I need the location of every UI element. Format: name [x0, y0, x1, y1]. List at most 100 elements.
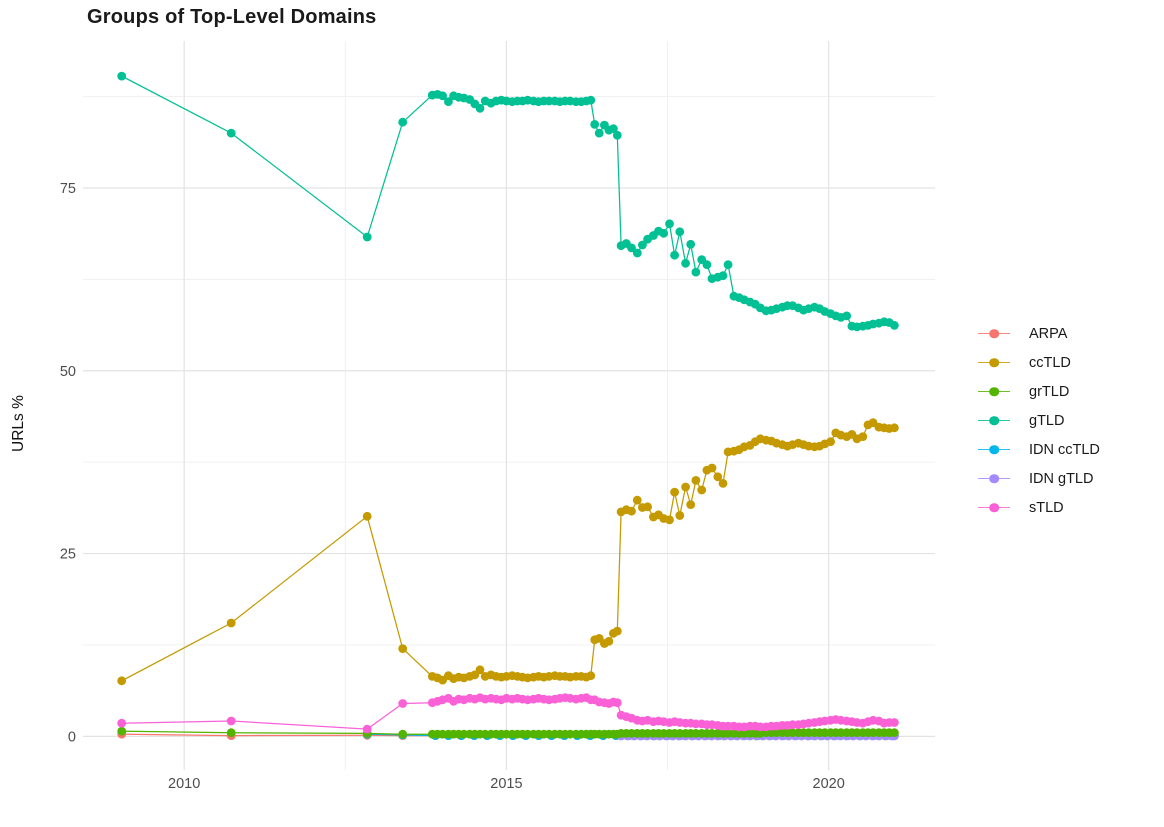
- y-axis-title: URLs %: [10, 395, 27, 452]
- series-gtld-point: [890, 321, 899, 330]
- series-cctld-point: [697, 485, 707, 495]
- series-stld-point: [117, 718, 127, 728]
- series-gtld-point: [590, 120, 600, 129]
- legend-item-idn-cctld: IDN ccTLD: [978, 435, 1100, 464]
- series-cctld-point: [117, 676, 127, 686]
- legend-dot-swatch: [989, 357, 999, 368]
- series-grtld-point: [890, 728, 899, 738]
- legend-dot-swatch: [989, 473, 999, 484]
- series-cctld-point: [362, 511, 372, 521]
- series-gtld-point: [638, 240, 647, 250]
- legend-dot-swatch: [989, 502, 999, 513]
- series-gtld: [117, 71, 899, 332]
- series-cctld-point: [398, 644, 408, 653]
- series-cctld-point: [604, 636, 614, 646]
- series-gtld-point: [675, 227, 685, 237]
- legend-item-cctld: ccTLD: [978, 348, 1100, 377]
- series-stld-point: [612, 698, 622, 708]
- series-stld-point: [362, 724, 372, 734]
- series-gtld-point: [627, 243, 636, 253]
- legend-key-grtld: [978, 385, 1010, 399]
- series-cctld-point: [826, 437, 835, 447]
- gridlines: [83, 41, 935, 770]
- series-cctld-point: [632, 495, 642, 505]
- series-gtld-point: [665, 219, 674, 229]
- legend: ARPA ccTLD grTLD gTLD IDN ccTLD IDN gTLD…: [978, 319, 1100, 522]
- series-cctld-point: [707, 463, 717, 473]
- legend-dot-swatch: [989, 415, 999, 426]
- y-tick-label: 50: [60, 364, 76, 380]
- series-cctld-point: [612, 626, 622, 636]
- series-cctld-point: [586, 671, 596, 681]
- series-cctld-point: [858, 432, 868, 441]
- series-gtld-point: [398, 117, 408, 127]
- legend-key-arpa: [978, 327, 1010, 341]
- series-gtld-point: [686, 239, 696, 249]
- series-gtld-point: [475, 103, 485, 113]
- legend-label: IDN ccTLD: [1029, 441, 1100, 458]
- legend-item-grtld: grTLD: [978, 377, 1100, 406]
- series-gtld-point: [670, 250, 679, 260]
- series-gtld-point: [723, 260, 733, 270]
- x-axis-labels: 2010 2015 2020: [168, 776, 845, 792]
- series-cctld-line: [121, 421, 895, 682]
- series-cctld-point: [681, 482, 690, 492]
- legend-key-gtld: [978, 414, 1010, 428]
- series-gtld-point: [702, 260, 712, 270]
- series-cctld: [117, 418, 899, 686]
- series-gtld-point: [632, 248, 642, 258]
- y-axis-labels: 0 25 50 75: [60, 181, 76, 745]
- series-gtld-point: [594, 128, 604, 138]
- series-cctld-point: [226, 618, 236, 628]
- x-tick-label: 2020: [813, 776, 845, 792]
- x-tick-label: 2010: [168, 776, 200, 792]
- series-cctld-point: [627, 506, 636, 516]
- legend-label: sTLD: [1029, 499, 1064, 516]
- series-cctld-point: [665, 515, 674, 525]
- series-grtld: [117, 726, 899, 739]
- legend-item-arpa: ARPA: [978, 319, 1100, 348]
- series-cctld-point: [670, 487, 679, 497]
- series-cctld-point: [675, 511, 685, 520]
- y-tick-label: 0: [68, 729, 76, 745]
- legend-label: ARPA: [1029, 325, 1068, 342]
- y-tick-label: 25: [60, 547, 76, 563]
- series-cctld-point: [691, 476, 701, 485]
- y-tick-label: 75: [60, 181, 76, 197]
- legend-item-stld: sTLD: [978, 493, 1100, 522]
- series-gtld-point: [691, 267, 701, 277]
- series-gtld-point: [362, 232, 372, 242]
- series-cctld-point: [713, 472, 723, 482]
- legend-label: ccTLD: [1029, 354, 1071, 371]
- legend-key-idn-cctld: [978, 443, 1010, 457]
- series-stld-point: [226, 716, 236, 726]
- series-gtld-point: [226, 128, 236, 138]
- series-grtld-point: [226, 728, 236, 738]
- series-grtld-point: [398, 729, 408, 739]
- series-cctld-point: [643, 502, 652, 512]
- series-stld-point: [890, 718, 899, 727]
- series-gtld-point: [586, 95, 596, 105]
- series-gtld-point: [117, 71, 127, 81]
- legend-label: grTLD: [1029, 383, 1070, 400]
- series-cctld-point: [890, 423, 899, 433]
- legend-dot-swatch: [989, 444, 999, 455]
- series-cctld-point: [686, 500, 696, 509]
- legend-key-stld: [978, 501, 1010, 515]
- series-gtld-point: [681, 258, 690, 268]
- legend-item-idn-gtld: IDN gTLD: [978, 464, 1100, 493]
- series-cctld-point: [475, 665, 485, 675]
- series-gtld-point: [609, 124, 618, 134]
- series-gtld-point: [718, 271, 728, 281]
- series-gtld-point: [659, 228, 669, 238]
- legend-label: gTLD: [1029, 412, 1065, 429]
- legend-item-gtld: gTLD: [978, 406, 1100, 435]
- series-gtld-line: [121, 75, 895, 328]
- series-grtld-point: [117, 726, 127, 736]
- legend-key-cctld: [978, 356, 1010, 370]
- legend-dot-swatch: [989, 328, 999, 339]
- legend-key-idn-gtld: [978, 472, 1010, 486]
- series-stld: [117, 693, 899, 734]
